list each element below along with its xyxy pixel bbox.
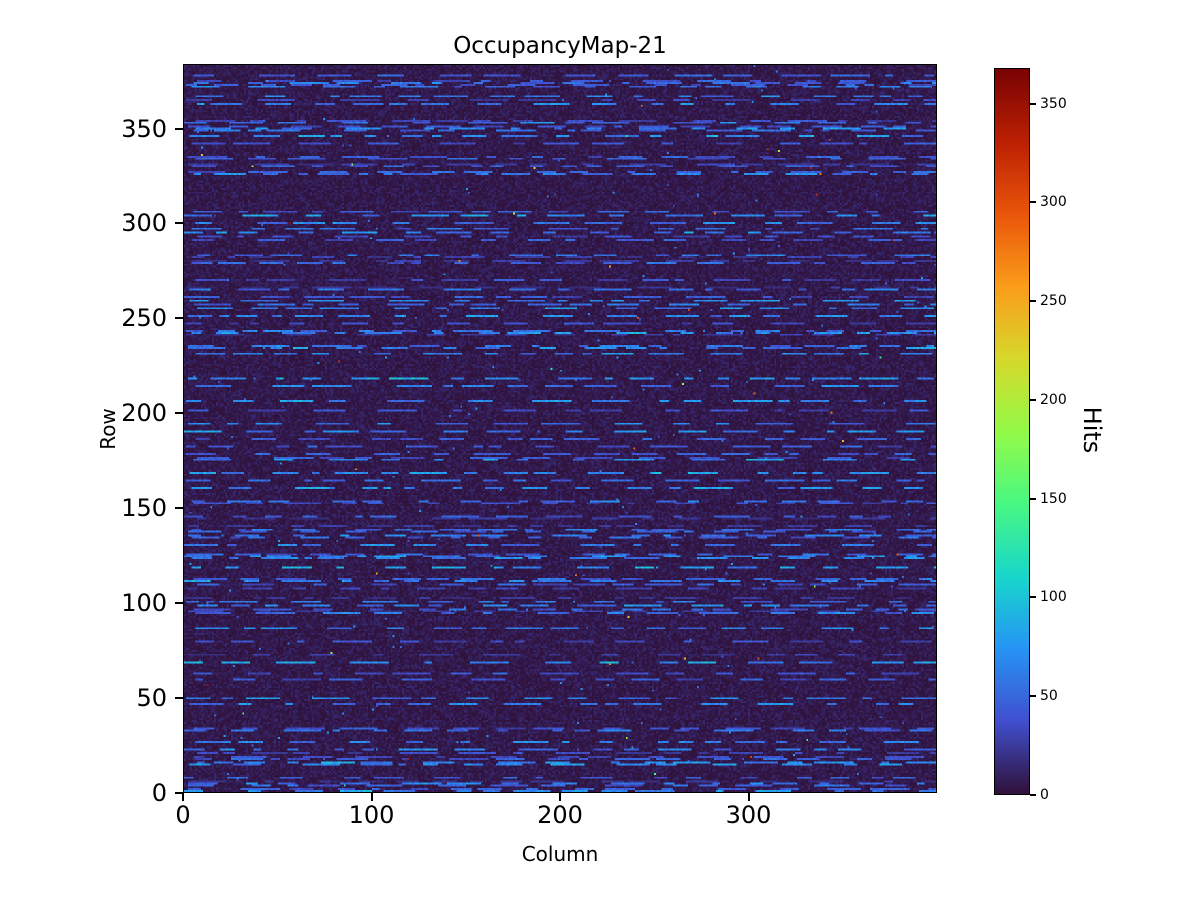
x-tick-label: 300 bbox=[725, 801, 772, 829]
colorbar-label: Hits bbox=[1078, 406, 1106, 454]
y-tick-mark bbox=[175, 317, 183, 320]
colorbar-tick-label: 200 bbox=[1040, 391, 1067, 408]
y-tick-label: 250 bbox=[121, 304, 167, 333]
colorbar-tick-mark bbox=[1030, 300, 1036, 303]
colorbar-tick-mark bbox=[1030, 695, 1036, 698]
colorbar-tick-mark bbox=[1030, 398, 1036, 401]
x-tick-label: 200 bbox=[537, 801, 583, 829]
y-tick-mark bbox=[175, 697, 183, 700]
y-tick-label: 200 bbox=[121, 399, 167, 428]
y-tick-label: 300 bbox=[121, 209, 167, 238]
y-tick-label: 100 bbox=[121, 589, 167, 618]
colorbar bbox=[994, 68, 1030, 795]
colorbar-tick-mark bbox=[1030, 794, 1036, 796]
colorbar-tick-label: 350 bbox=[1040, 95, 1067, 112]
y-tick-label: 150 bbox=[121, 494, 167, 523]
y-tick-label: 350 bbox=[121, 114, 167, 143]
chart-title: OccupancyMap-21 bbox=[453, 33, 667, 59]
y-tick-label: 0 bbox=[151, 779, 167, 807]
colorbar-tick-mark bbox=[1030, 596, 1036, 599]
y-tick-mark bbox=[175, 602, 183, 605]
colorbar-tick-label: 150 bbox=[1040, 490, 1067, 507]
y-tick-mark bbox=[175, 792, 183, 794]
colorbar-gradient-canvas bbox=[995, 69, 1029, 794]
x-tick-mark bbox=[559, 793, 561, 801]
y-tick-mark bbox=[175, 412, 183, 415]
y-tick-mark bbox=[175, 507, 183, 510]
colorbar-tick-label: 100 bbox=[1040, 589, 1067, 606]
y-tick-label: 50 bbox=[136, 684, 167, 713]
x-tick-mark bbox=[747, 793, 750, 801]
colorbar-tick-label: 300 bbox=[1040, 194, 1067, 211]
colorbar-tick-mark bbox=[1030, 201, 1036, 204]
x-tick-mark bbox=[182, 793, 184, 801]
colorbar-tick-label: 50 bbox=[1040, 688, 1058, 705]
x-tick-label: 0 bbox=[175, 801, 191, 829]
y-tick-mark bbox=[175, 222, 183, 225]
colorbar-tick-label: 250 bbox=[1040, 293, 1067, 310]
y-tick-mark bbox=[175, 127, 183, 130]
colorbar-tick-mark bbox=[1030, 102, 1036, 105]
colorbar-tick-mark bbox=[1030, 497, 1036, 500]
heatmap-canvas bbox=[184, 65, 936, 792]
x-tick-label: 100 bbox=[348, 801, 395, 829]
colorbar-tick-label: 0 bbox=[1040, 787, 1049, 803]
x-tick-mark bbox=[370, 793, 373, 801]
heatmap-plot-area bbox=[183, 64, 937, 793]
x-axis-label: Column bbox=[521, 842, 599, 866]
